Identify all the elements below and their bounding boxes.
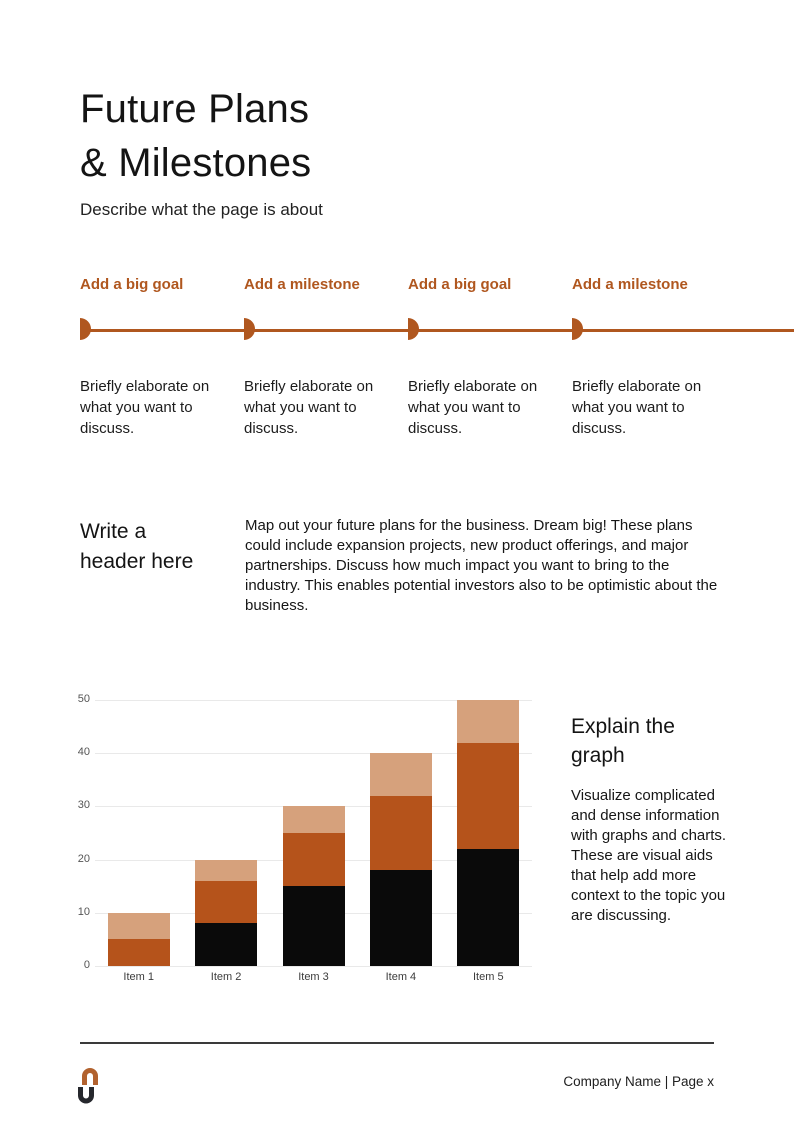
timeline-label-2: Add a milestone xyxy=(244,276,360,293)
chart-y-tick-label: 40 xyxy=(77,746,90,759)
chart-y-axis: 0 10 20 30 40 50 xyxy=(68,693,90,990)
timeline-label-3: Add a big goal xyxy=(408,276,512,293)
bar-segment-top-tan xyxy=(195,859,258,881)
chart-y-tick-label: 20 xyxy=(77,852,90,865)
page-title: Future Plans & Milestones xyxy=(80,82,311,190)
page-title-line-1: Future Plans xyxy=(80,87,310,131)
page-subtitle: Describe what the page is about xyxy=(80,200,323,219)
chart-y-tick-label: 10 xyxy=(77,905,90,918)
timeline-description-1: Briefly elaborate on what you want to di… xyxy=(80,378,210,437)
bar-segment-bottom-black xyxy=(369,870,432,966)
bar-segment-middle-orange xyxy=(457,742,520,849)
bar-segment-middle-orange xyxy=(282,833,345,887)
timeline-marker-icon xyxy=(80,318,91,340)
bar-segment-top-tan xyxy=(457,700,520,743)
bar-segment-top-tan xyxy=(369,753,432,796)
chart-y-tick-label: 0 xyxy=(83,959,90,971)
page-title-line-2: & Milestones xyxy=(80,141,312,185)
timeline-marker-icon xyxy=(572,318,583,340)
timeline-description-2: Briefly elaborate on what you want to di… xyxy=(244,378,374,437)
timeline-description-4: Briefly elaborate on what you want to di… xyxy=(572,378,702,437)
bar-segment-middle-orange xyxy=(195,880,258,924)
section-paragraph: Map out your future plans for the busine… xyxy=(245,517,718,614)
company-logo-icon xyxy=(78,1068,98,1104)
bar-segment-bottom-black xyxy=(282,886,345,966)
chart-x-tick-label: Item 5 xyxy=(473,971,504,983)
bar-chart-plot xyxy=(95,700,532,967)
timeline-description-3: Briefly elaborate on what you want to di… xyxy=(408,378,538,437)
chart-gridline xyxy=(95,966,532,967)
timeline-label-4: Add a milestone xyxy=(572,276,688,293)
timeline-label-1: Add a big goal xyxy=(80,276,184,293)
chart-x-axis: Item 1 Item 2 Item 3 Item 4 Item 5 xyxy=(95,971,532,987)
timeline-marker-icon xyxy=(244,318,255,340)
chart-x-tick-label: Item 4 xyxy=(385,971,417,983)
footer-page-info: Company Name | Page x xyxy=(563,1074,714,1089)
stacked-bar-chart: 0 10 20 30 40 50 Item 1 Item 2 Item 3 Item 4 Item… xyxy=(68,693,534,990)
graph-heading: Explain the graph xyxy=(571,715,675,767)
timeline-marker-icon xyxy=(408,318,419,340)
chart-x-tick-label: Item 2 xyxy=(210,971,242,983)
bar-segment-middle-orange xyxy=(107,939,170,966)
section-heading: Write a header here xyxy=(80,520,194,573)
chart-y-tick-label: 50 xyxy=(77,693,90,705)
chart-x-tick-label: Item 1 xyxy=(123,971,154,983)
chart-gridline xyxy=(95,700,532,701)
bar-segment-top-tan xyxy=(282,806,345,833)
bar-segment-middle-orange xyxy=(369,795,432,871)
footer-divider xyxy=(80,1042,714,1044)
graph-paragraph: Visualize complicated and dense informat… xyxy=(571,787,727,924)
chart-y-tick-label: 30 xyxy=(77,799,90,812)
bar-segment-bottom-black xyxy=(195,923,258,966)
chart-gridline xyxy=(95,753,532,755)
chart-x-tick-label: Item 3 xyxy=(298,971,329,983)
bar-segment-bottom-black xyxy=(457,848,520,966)
timeline-line xyxy=(80,329,794,332)
bar-segment-top-tan xyxy=(107,912,170,940)
